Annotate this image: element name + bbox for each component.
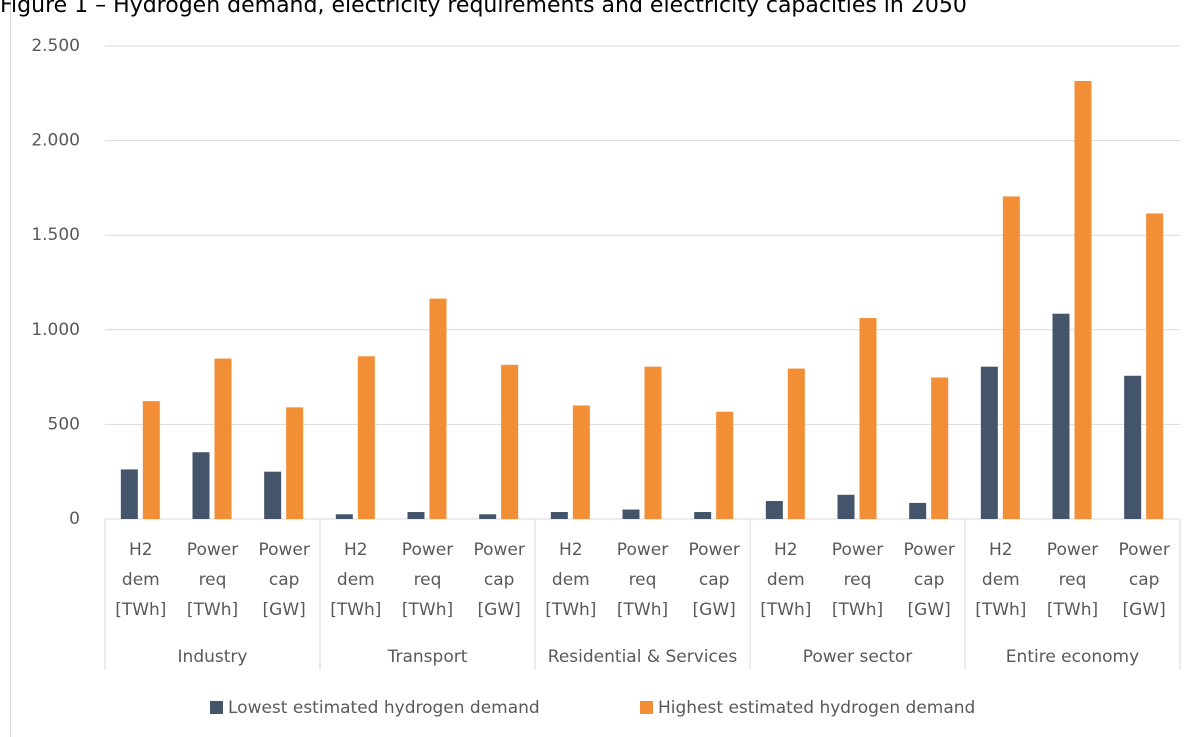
group-label: Power sector [803,647,913,667]
bar [622,509,640,519]
chart-frame [10,0,1200,737]
y-tick-label: 500 [48,414,80,434]
bar [787,368,805,519]
bar [1002,196,1020,519]
bar [357,356,375,519]
x-tick-label: H2 dem [TWh] [545,540,596,620]
legend-swatch [210,701,223,714]
bar [980,366,998,519]
x-tick-label: Power req [TWh] [402,540,453,620]
group-label: Residential & Services [548,647,738,667]
bar [1124,375,1142,519]
bar [931,377,949,519]
bar [192,452,210,519]
x-tick-label: Power req [TWh] [1047,540,1098,620]
bar [501,364,519,519]
group-label: Entire economy [1006,647,1139,667]
bar [1052,313,1070,519]
bar [859,318,877,519]
y-tick-label: 1.500 [31,225,80,245]
x-tick-label: Power cap [GW] [688,540,739,620]
bar [142,401,160,519]
bar [716,411,734,519]
bar [909,502,927,519]
x-tick-label: H2 dem [TWh] [975,540,1026,620]
x-tick-label: Power cap [GW] [473,540,524,620]
x-tick-label: H2 dem [TWh] [760,540,811,620]
bar [1146,213,1164,519]
bar [429,298,447,519]
y-tick-label: 2.500 [31,36,80,56]
bar [644,366,662,519]
legend-label: Highest estimated hydrogen demand [658,698,975,718]
bar [765,501,783,519]
bar [694,511,712,519]
bar [335,514,353,519]
x-tick-label: H2 dem [TWh] [115,540,166,620]
x-tick-label: H2 dem [TWh] [330,540,381,620]
y-tick-label: 1.000 [31,320,80,340]
bar [120,469,138,519]
bar [837,494,855,519]
chart-title: Figure 1 – Hydrogen demand, electricity … [0,0,967,18]
x-tick-label: Power req [TWh] [617,540,668,620]
bar [407,511,425,519]
y-tick-label: 0 [69,509,80,529]
group-label: Transport [387,647,468,667]
x-tick-label: Power req [TWh] [187,540,238,620]
bar [479,514,497,519]
group-label: Industry [178,647,248,667]
bar [214,358,232,519]
y-tick-label: 2.000 [31,131,80,151]
bar [1074,81,1092,519]
bar [550,511,568,519]
x-tick-label: Power req [TWh] [832,540,883,620]
bar [264,471,282,519]
legend-swatch [640,701,653,714]
bar [286,407,304,519]
x-tick-label: Power cap [GW] [258,540,309,620]
x-tick-label: Power cap [GW] [903,540,954,620]
bar [572,405,590,519]
legend-label: Lowest estimated hydrogen demand [228,698,540,718]
x-tick-label: Power cap [GW] [1118,540,1169,620]
